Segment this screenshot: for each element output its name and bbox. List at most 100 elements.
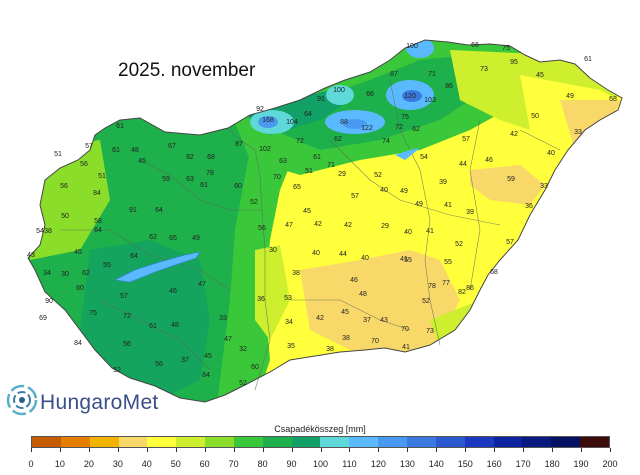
- station-value: 86: [466, 285, 474, 292]
- station-value: 87: [390, 71, 398, 78]
- station-value: 42: [510, 131, 518, 138]
- legend-swatch: [522, 437, 552, 447]
- station-value: 122: [361, 125, 373, 132]
- station-value: 51: [54, 151, 62, 158]
- station-value: 68: [207, 154, 215, 161]
- station-value: 43: [380, 317, 388, 324]
- station-value: 56: [80, 161, 88, 168]
- legend-swatch: [493, 437, 523, 447]
- station-value: 61: [116, 123, 124, 130]
- station-value: 58: [94, 218, 102, 225]
- station-value: 61: [149, 323, 157, 330]
- station-value: 67: [168, 143, 176, 150]
- station-value: 60: [76, 285, 84, 292]
- legend-color-scale: [31, 436, 610, 448]
- station-value: 35: [287, 343, 295, 350]
- station-value: 63: [186, 176, 194, 183]
- station-value: 62: [149, 234, 157, 241]
- station-value: 30: [61, 271, 69, 278]
- station-value: 57: [351, 193, 359, 200]
- station-value: 38: [342, 335, 350, 342]
- station-value: 57: [120, 293, 128, 300]
- station-value: 64: [130, 253, 138, 260]
- station-value: 33: [219, 315, 227, 322]
- station-value: 45: [138, 158, 146, 165]
- station-value: 55: [404, 257, 412, 264]
- legend-tick-mark: [175, 448, 177, 452]
- station-value: 39: [466, 209, 474, 216]
- station-value: 47: [285, 222, 293, 229]
- station-value: 40: [312, 250, 320, 257]
- station-value: 84: [74, 340, 82, 347]
- legend-tick-mark: [204, 448, 206, 452]
- station-value: 72: [296, 138, 304, 145]
- station-value: 64: [155, 207, 163, 214]
- station-value: 55: [444, 259, 452, 266]
- station-value: 38: [44, 228, 52, 235]
- station-value: 62: [82, 270, 90, 277]
- station-value: 68: [490, 269, 498, 276]
- station-value: 36: [257, 296, 265, 303]
- station-value: 61: [584, 56, 592, 63]
- station-value: 60: [251, 364, 259, 371]
- station-value: 43: [27, 252, 35, 259]
- station-value: 48: [131, 147, 139, 154]
- station-value: 57: [462, 136, 470, 143]
- station-value: 45: [204, 353, 212, 360]
- station-value: 70: [371, 338, 379, 345]
- station-value: 34: [43, 270, 51, 277]
- legend-tick-mark: [378, 448, 380, 452]
- legend-tick-mark: [262, 448, 264, 452]
- legend-tick-label: 20: [83, 459, 94, 469]
- station-value: 40: [547, 150, 555, 157]
- station-value: 104: [286, 119, 298, 126]
- legend-swatch: [176, 437, 206, 447]
- legend-tick-label: 30: [112, 459, 123, 469]
- station-value: 65: [169, 235, 177, 242]
- legend-swatch: [464, 437, 494, 447]
- legend-swatch: [580, 437, 609, 447]
- station-value: 90: [45, 298, 53, 305]
- station-value: 42: [344, 222, 352, 229]
- legend-swatch: [378, 437, 407, 447]
- legend-tick-mark: [117, 448, 119, 452]
- station-value: 61: [112, 147, 120, 154]
- legend-swatch: [233, 437, 263, 447]
- station-value: 52: [455, 241, 463, 248]
- legend-tick-label: 10: [54, 459, 65, 469]
- legend-swatch: [435, 437, 465, 447]
- legend-swatch: [320, 437, 350, 447]
- legend-tick-mark: [494, 448, 496, 452]
- station-value: 168: [262, 117, 274, 124]
- station-value: 52: [374, 172, 382, 179]
- station-value: 71: [428, 71, 436, 78]
- station-value: 48: [359, 291, 367, 298]
- station-value: 68: [609, 96, 617, 103]
- station-value: 51: [98, 173, 106, 180]
- station-value: 120: [404, 93, 416, 100]
- station-value: 56: [155, 361, 163, 368]
- station-value: 48: [171, 322, 179, 329]
- station-value: 34: [285, 319, 293, 326]
- legend-title: Csapadékösszeg [mm]: [274, 424, 366, 434]
- station-value: 49: [566, 93, 574, 100]
- legend-tick-label: 50: [170, 459, 181, 469]
- station-value: 70: [401, 326, 409, 333]
- station-value: 82: [458, 289, 466, 296]
- legend-tick-label: 150: [457, 459, 473, 469]
- station-value: 37: [181, 357, 189, 364]
- station-value: 78: [206, 170, 214, 177]
- station-value: 84: [202, 372, 210, 379]
- station-value: 77: [442, 280, 450, 287]
- station-value: 49: [415, 201, 423, 208]
- legend-tick-label: 170: [515, 459, 531, 469]
- station-value: 39: [439, 179, 447, 186]
- station-value: 41: [444, 202, 452, 209]
- legend-swatch: [147, 437, 177, 447]
- legend-swatch: [89, 437, 119, 447]
- legend-tick-mark: [88, 448, 90, 452]
- station-value: 74: [382, 138, 390, 145]
- station-value: 56: [123, 341, 131, 348]
- station-value: 72: [123, 313, 131, 320]
- legend-tick-label: 80: [257, 459, 268, 469]
